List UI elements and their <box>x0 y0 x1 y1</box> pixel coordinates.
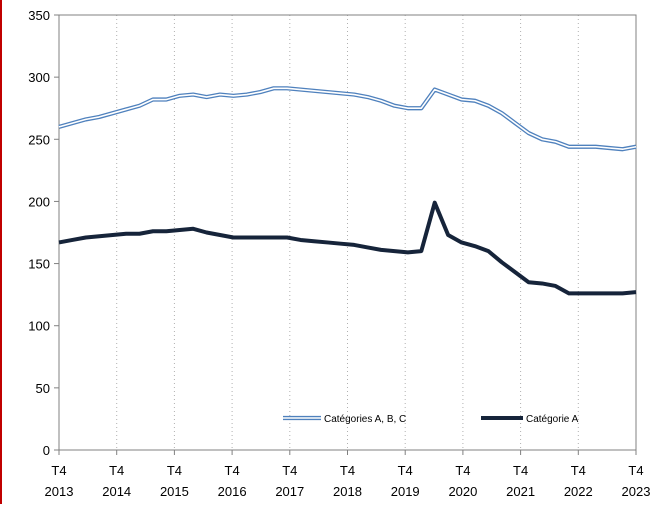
series-line-a <box>58 200 637 296</box>
y-tick-label: 250 <box>28 132 50 147</box>
x-tick-label-year: 2017 <box>275 484 304 499</box>
x-tick-label-quarter: T4 <box>167 463 182 478</box>
y-tick-label: 350 <box>28 8 50 23</box>
x-tick-label-quarter: T4 <box>628 463 643 478</box>
legend-label-a: Catégorie A <box>526 414 579 425</box>
x-tick-label-quarter: T4 <box>109 463 124 478</box>
x-tick-label-quarter: T4 <box>571 463 586 478</box>
series-line-abc-inner <box>58 87 637 151</box>
series-layer <box>58 86 637 296</box>
y-tick-label: 300 <box>28 70 50 85</box>
x-tick-label-quarter: T4 <box>398 463 413 478</box>
y-tick-label: 0 <box>43 443 50 458</box>
y-tick-label: 100 <box>28 319 50 334</box>
x-tick-label-year: 2023 <box>622 484 651 499</box>
x-tick-label-year: 2019 <box>391 484 420 499</box>
legend: Catégories A, B, C Catégorie A <box>283 414 579 425</box>
x-tick-label-quarter: T4 <box>51 463 66 478</box>
legend-label-abc: Catégories A, B, C <box>324 414 406 425</box>
x-tick-label-year: 2021 <box>506 484 535 499</box>
x-tick-label-quarter: T4 <box>282 463 297 478</box>
x-tick-label-year: 2014 <box>102 484 131 499</box>
x-tick-label-year: 2022 <box>564 484 593 499</box>
x-tick-label-quarter: T4 <box>455 463 470 478</box>
x-tick-label-quarter: T4 <box>513 463 528 478</box>
x-tick-label-year: 2020 <box>448 484 477 499</box>
axis-layer: 0 50 100 150 200 250 300 350 T4 2013 T4 2014 T4 2015 T… <box>28 8 650 499</box>
y-tick-label: 150 <box>28 257 50 272</box>
x-tick-label-quarter: T4 <box>225 463 240 478</box>
x-tick-label-year: 2016 <box>218 484 247 499</box>
y-tick-label: 200 <box>28 194 50 209</box>
x-tick-label-year: 2015 <box>160 484 189 499</box>
x-tick-label-year: 2013 <box>45 484 74 499</box>
x-tick-label-year: 2018 <box>333 484 362 499</box>
y-tick-label: 50 <box>36 381 50 396</box>
x-tick-label-quarter: T4 <box>340 463 355 478</box>
left-accent-rule <box>0 0 2 504</box>
